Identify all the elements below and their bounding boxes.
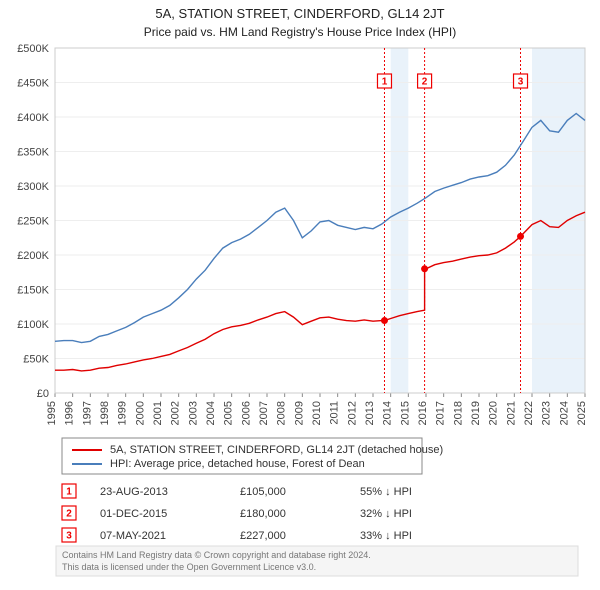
y-tick-label: £100K [17,319,49,331]
x-tick-label: 2013 [364,401,376,425]
x-tick-label: 2002 [170,401,182,425]
x-tick-label: 2001 [152,401,164,425]
disclaimer-line2: This data is licensed under the Open Gov… [62,562,316,572]
x-tick-label: 2016 [417,401,429,425]
x-tick-label: 2014 [382,401,394,425]
y-tick-label: £400K [17,112,49,124]
x-tick-label: 1998 [99,401,111,425]
x-tick-label: 2009 [293,401,305,425]
x-tick-label: 2018 [452,401,464,425]
sale-dot [381,317,388,324]
sale-row-date: 07-MAY-2021 [100,530,166,542]
sale-marker-num: 1 [382,77,388,88]
sale-row-delta: 33% ↓ HPI [360,530,412,542]
y-tick-label: £0 [37,388,49,400]
x-tick-label: 2011 [329,401,341,425]
y-tick-label: £300K [17,181,49,193]
sale-row-delta: 55% ↓ HPI [360,486,412,498]
x-tick-label: 2024 [558,401,570,425]
sale-dot [421,265,428,272]
sale-row-price: £227,000 [240,530,286,542]
x-tick-label: 2005 [223,401,235,425]
x-tick-label: 2008 [276,401,288,425]
sale-row-date: 01-DEC-2015 [100,508,167,520]
disclaimer-line1: Contains HM Land Registry data © Crown c… [62,550,371,560]
x-tick-label: 2015 [399,401,411,425]
y-tick-label: £150K [17,285,49,297]
chart-subtitle: Price paid vs. HM Land Registry's House … [144,25,456,39]
legend-label-property: 5A, STATION STREET, CINDERFORD, GL14 2JT… [110,444,443,456]
x-tick-label: 1997 [81,401,93,425]
sale-row-delta: 32% ↓ HPI [360,508,412,520]
sale-marker-num: 2 [422,77,428,88]
x-tick-label: 2021 [505,401,517,425]
x-tick-label: 2004 [205,401,217,425]
x-tick-label: 2023 [541,401,553,425]
x-tick-label: 2007 [258,401,270,425]
chart-title: 5A, STATION STREET, CINDERFORD, GL14 2JT [155,6,444,21]
x-tick-label: 2025 [576,401,588,425]
x-tick-label: 2006 [240,401,252,425]
sale-row-num: 1 [66,487,72,498]
x-tick-label: 2020 [488,401,500,425]
sale-row-date: 23-AUG-2013 [100,486,168,498]
x-tick-label: 2017 [435,401,447,425]
x-tick-label: 1996 [64,401,76,425]
x-tick-label: 2022 [523,401,535,425]
y-tick-label: £500K [17,43,49,55]
y-tick-label: £250K [17,216,49,228]
x-tick-label: 2000 [134,401,146,425]
x-tick-label: 2003 [187,401,199,425]
x-tick-label: 1995 [46,401,58,425]
sale-marker-num: 3 [518,77,524,88]
x-tick-label: 2019 [470,401,482,425]
y-tick-label: £450K [17,78,49,90]
price-chart: 5A, STATION STREET, CINDERFORD, GL14 2JT… [0,0,600,590]
sale-dot [517,233,524,240]
x-tick-label: 1999 [117,401,129,425]
sale-row-price: £105,000 [240,486,286,498]
legend-label-hpi: HPI: Average price, detached house, Fore… [110,458,365,470]
x-tick-label: 2010 [311,401,323,425]
sale-row-num: 3 [66,531,72,542]
y-tick-label: £350K [17,147,49,159]
y-tick-label: £200K [17,250,49,262]
sale-row-price: £180,000 [240,508,286,520]
sale-row-num: 2 [66,509,72,520]
x-tick-label: 2012 [346,401,358,425]
y-tick-label: £50K [23,354,49,366]
